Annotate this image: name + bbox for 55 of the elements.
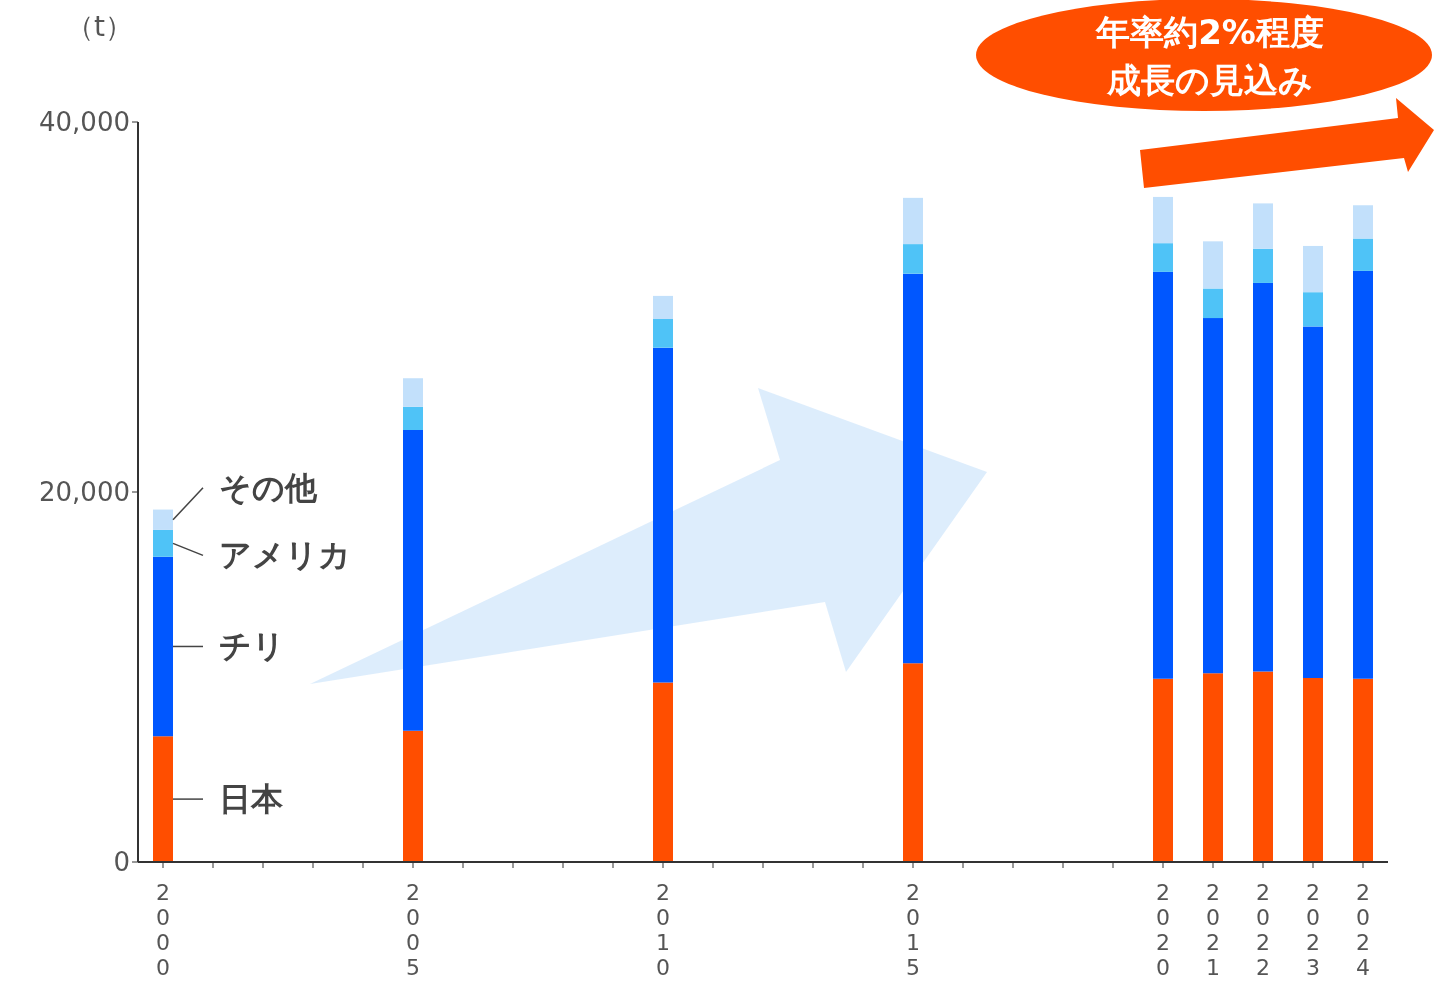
- bar: [403, 406, 423, 431]
- bar: [903, 663, 923, 862]
- x-tick-label: 2021: [1206, 880, 1220, 980]
- bar: [1153, 196, 1173, 244]
- bar: [1353, 205, 1373, 239]
- y-tick-label: 40,000: [39, 107, 130, 138]
- bar: [1253, 203, 1273, 249]
- text: 年率約2%程度: [1094, 11, 1325, 54]
- series-label: その他: [219, 468, 318, 507]
- bar: [1303, 326, 1323, 678]
- bar: [1353, 678, 1373, 862]
- bar: [1203, 318, 1223, 674]
- bar: [1203, 288, 1223, 319]
- series-label: チリ: [219, 627, 285, 666]
- series-label: 日本: [219, 780, 284, 819]
- bar: [153, 509, 173, 530]
- x-tick-label: 2000: [156, 880, 170, 980]
- x-tick-label: 2024: [1356, 880, 1370, 980]
- bar: [903, 197, 923, 245]
- text: 成長の見込み: [1106, 59, 1314, 102]
- x-tick-label: 2005: [406, 880, 420, 980]
- bar: [153, 736, 173, 862]
- bar: [1303, 677, 1323, 862]
- bar: [1153, 678, 1173, 862]
- bar: [653, 295, 673, 320]
- bar: [1303, 292, 1323, 327]
- x-tick-label: 2022: [1256, 880, 1270, 980]
- y-tick-label: 0: [113, 847, 130, 878]
- bar: [1353, 238, 1373, 271]
- bar: [1353, 270, 1373, 679]
- x-tick-label: 2020: [1156, 880, 1170, 980]
- bar: [1303, 245, 1323, 293]
- bar: [1203, 241, 1223, 289]
- x-tick-label: 2023: [1306, 880, 1320, 980]
- bar: [403, 378, 423, 407]
- y-axis-title: （t）: [66, 9, 133, 45]
- bar: [903, 273, 923, 664]
- y-tick-label: 20,000: [39, 477, 130, 508]
- bar: [153, 529, 173, 557]
- bar: [1253, 248, 1273, 283]
- bar: [153, 556, 173, 737]
- series-label: アメリカ: [219, 536, 351, 575]
- x-tick-label: 2015: [906, 880, 920, 980]
- bar: [653, 319, 673, 348]
- bar: [653, 347, 673, 683]
- bar: [1253, 282, 1273, 672]
- bar: [1253, 671, 1273, 862]
- bar: [1153, 271, 1173, 679]
- x-tick-label: 2010: [656, 880, 670, 980]
- bar: [403, 730, 423, 862]
- bar: [653, 682, 673, 862]
- bar: [903, 244, 923, 274]
- bar: [1153, 243, 1173, 272]
- bar: [403, 430, 423, 731]
- bar: [1203, 673, 1223, 862]
